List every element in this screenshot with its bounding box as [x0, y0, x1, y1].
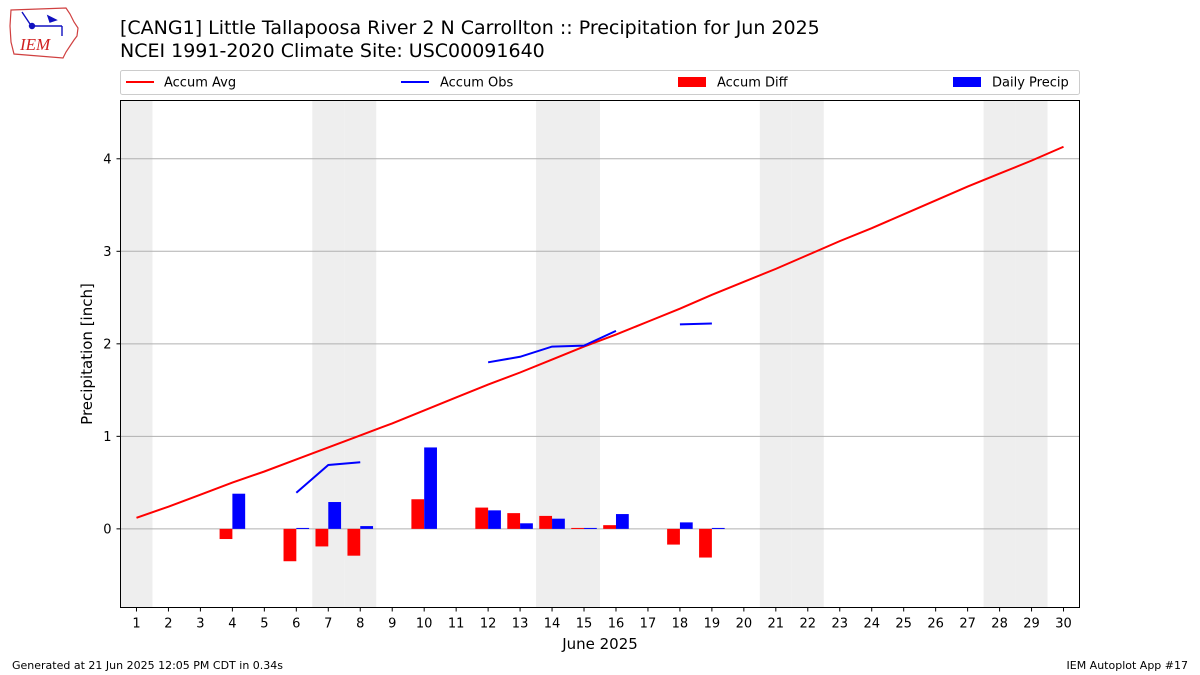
accum-diff-bar: [699, 528, 712, 558]
x-tick-label: 16: [608, 617, 625, 632]
daily-precip-bar: [552, 518, 565, 529]
x-tick-label: 18: [672, 617, 689, 632]
x-tick-label: 14: [544, 617, 561, 632]
accum-obs-line: [295, 461, 361, 494]
grid-lines: [120, 158, 1080, 530]
x-tick-label: 20: [736, 617, 753, 632]
y-tick-label: 3: [103, 245, 111, 260]
legend-swatch: [953, 77, 981, 87]
legend-item-accum-avg: Accum Avg: [126, 76, 236, 91]
x-tick-label: 8: [356, 617, 364, 632]
y-tick-label: 1: [103, 430, 111, 445]
x-tick-label: 21: [768, 617, 785, 632]
x-tick-label: 1: [132, 617, 140, 632]
x-tick-label: 26: [927, 617, 944, 632]
x-tick-label: 10: [416, 617, 433, 632]
chart-title: [CANG1] Little Tallapoosa River 2 N Carr…: [120, 17, 820, 39]
legend-label: Accum Diff: [717, 76, 789, 91]
weekend-band: [983, 100, 1016, 608]
x-tick-label: 23: [831, 617, 848, 632]
weekend-band: [568, 100, 600, 608]
x-tick-label: 5: [260, 617, 268, 632]
daily-precip-bar: [296, 527, 310, 529]
legend-label: Accum Avg: [164, 76, 236, 91]
weekend-band: [791, 100, 824, 608]
x-tick-label: 12: [480, 617, 497, 632]
logo-text: IEM: [19, 35, 51, 54]
y-tick-label: 0: [103, 522, 111, 537]
daily-precip-bar: [328, 502, 342, 529]
accum-diff-bar: [539, 515, 553, 529]
legend-item-accum-obs: Accum Obs: [401, 76, 513, 91]
x-tick-label: 2: [164, 617, 172, 632]
x-tick-label: 13: [512, 617, 529, 632]
x-tick-label: 4: [228, 617, 236, 632]
daily-precip-bar: [584, 527, 597, 529]
daily-precip-bar: [520, 523, 533, 529]
x-tick-label: 11: [448, 617, 465, 632]
accum-diff-bar: [315, 528, 329, 547]
generated-timestamp: Generated at 21 Jun 2025 12:05 PM CDT in…: [12, 659, 284, 672]
daily-precip-bar: [360, 526, 374, 529]
iowa-outline-icon: [9, 7, 79, 59]
accum-diff-bar: [603, 525, 616, 529]
accum-diff-bar: [571, 527, 585, 529]
accum-diff-bar: [667, 528, 680, 545]
accum-obs-line: [679, 322, 712, 326]
weekend-band: [1015, 100, 1048, 608]
legend: Accum Avg Accum Obs Accum Diff Daily Pre…: [120, 70, 1080, 95]
plot-frame: [120, 100, 1080, 608]
legend-label: Accum Obs: [440, 76, 513, 91]
legend-label: Daily Precip: [992, 76, 1069, 91]
daily-precip-bar: [424, 447, 437, 529]
x-tick-label: 25: [895, 617, 912, 632]
accum-diff-bar: [283, 528, 297, 562]
x-tick-label: 15: [576, 617, 593, 632]
accum-obs-line: [487, 329, 617, 364]
y-axis-label: Precipitation [inch]: [78, 283, 96, 425]
bars: [219, 447, 725, 562]
x-tick-label: 9: [388, 617, 396, 632]
daily-precip-bar: [232, 493, 246, 529]
accum-diff-bar: [475, 507, 489, 529]
x-tick-label: 22: [800, 617, 817, 632]
accum-diff-bar: [347, 528, 361, 556]
weekend-shading: [120, 100, 1048, 608]
x-tick-label: 6: [292, 617, 300, 632]
x-tick-label: 27: [959, 617, 976, 632]
accum-diff-bar: [219, 528, 233, 540]
legend-item-accum-diff: Accum Diff: [678, 76, 789, 91]
x-tick-label: 28: [991, 617, 1008, 632]
x-axis-label: June 2025: [561, 635, 638, 653]
x-tick-label: 3: [196, 617, 204, 632]
accum-avg-line: [136, 145, 1064, 519]
y-tick-label: 4: [103, 152, 111, 167]
daily-precip-bar: [679, 522, 693, 529]
accum-diff-bar: [411, 499, 425, 529]
x-tick-label: 30: [1055, 617, 1072, 632]
legend-item-daily-precip: Daily Precip: [953, 76, 1069, 91]
x-tick-label: 19: [704, 617, 721, 632]
lines: [136, 145, 1064, 519]
weekend-band: [344, 100, 377, 608]
daily-precip-bar: [615, 514, 629, 529]
chart-subtitle: NCEI 1991-2020 Climate Site: USC00091640: [120, 40, 545, 62]
x-tick-label: 17: [640, 617, 657, 632]
x-tick-label: 29: [1023, 617, 1040, 632]
daily-precip-bar: [488, 510, 501, 529]
weekend-band: [759, 100, 792, 608]
iem-logo: IEM: [9, 7, 79, 59]
x-tick-label: 24: [863, 617, 880, 632]
x-tick-label: 7: [324, 617, 332, 632]
weather-station-icon: [21, 11, 63, 36]
legend-swatch: [678, 77, 706, 87]
y-tick-label: 2: [103, 337, 111, 352]
weekend-band: [120, 100, 153, 608]
autoplot-app-label: IEM Autoplot App #17: [1066, 659, 1189, 672]
daily-precip-bar: [711, 527, 725, 529]
legend-box: [120, 70, 1080, 95]
accum-diff-bar: [507, 513, 521, 529]
